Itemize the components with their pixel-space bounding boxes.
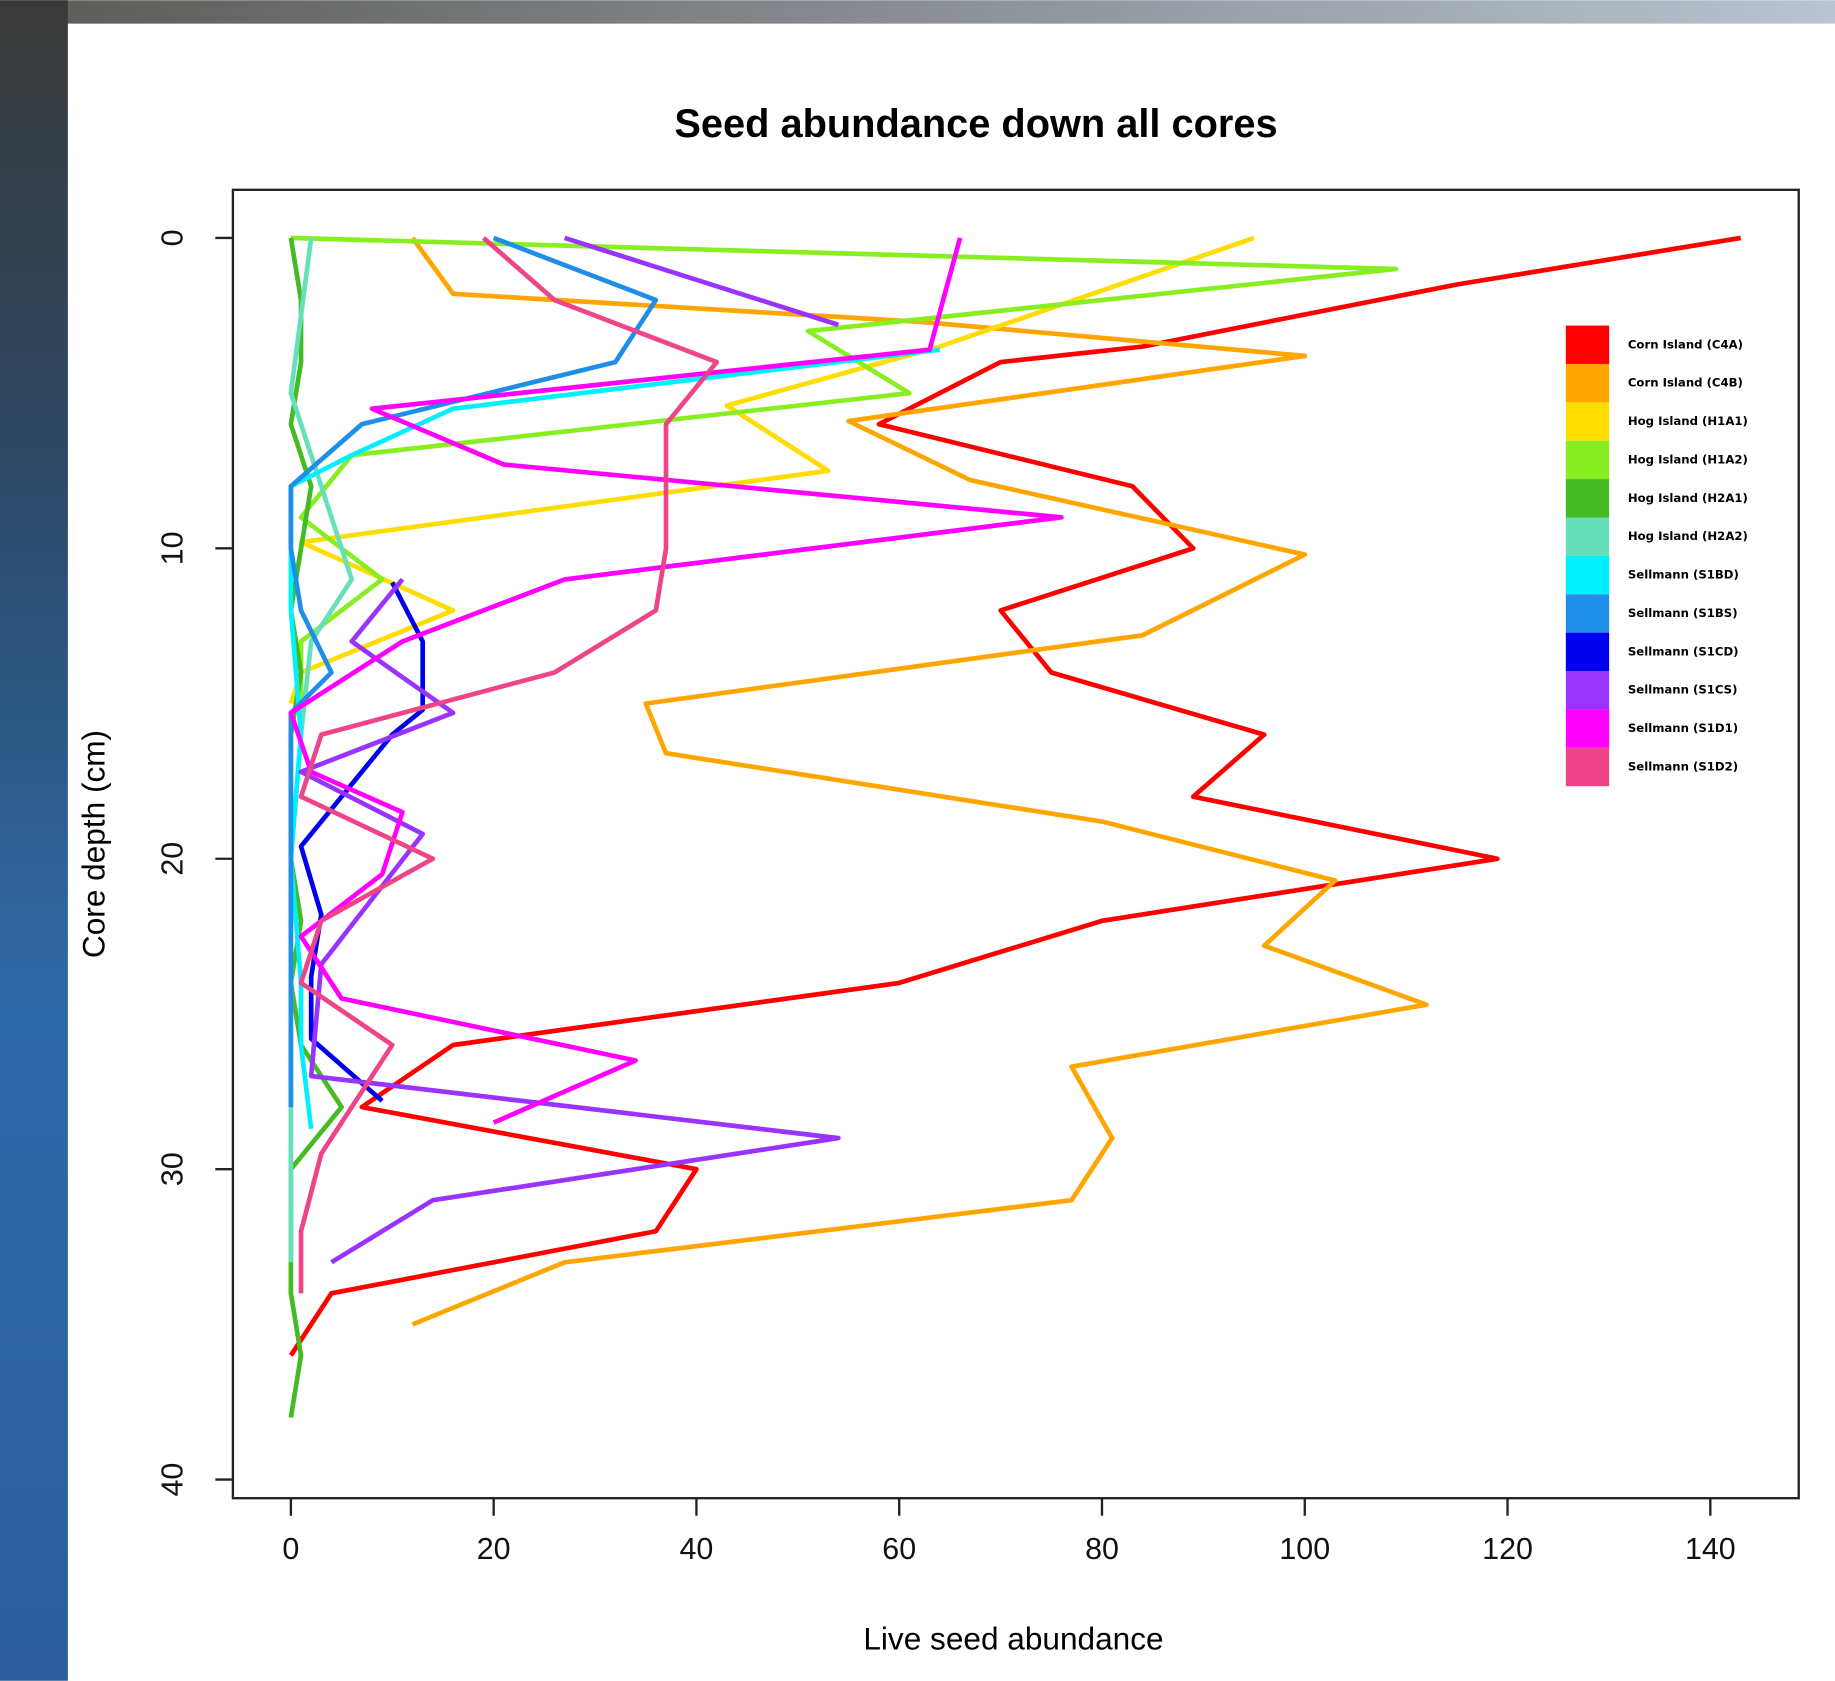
legend-label: Sellmann (S1CD)	[1628, 644, 1739, 658]
y-tick-label: 0	[155, 229, 189, 246]
legend-swatch	[1566, 326, 1609, 364]
legend-swatch	[1566, 671, 1609, 709]
x-tick-label: 0	[282, 1532, 299, 1566]
series-line	[291, 238, 1396, 704]
legend-label: Sellmann (S1BD)	[1628, 568, 1739, 582]
background-photo-top	[0, 0, 1835, 23]
y-tick-label: 10	[155, 531, 189, 565]
legend-swatch	[1566, 594, 1609, 632]
series-line	[291, 238, 1254, 704]
y-tick-label: 40	[155, 1463, 189, 1497]
chart: Seed abundance down all cores Live seed …	[0, 0, 1835, 1681]
legend-label: Sellmann (S1BS)	[1628, 606, 1738, 620]
series-line	[301, 579, 838, 1262]
legend-swatch	[1566, 364, 1609, 402]
legend-swatch	[1566, 441, 1609, 479]
y-tick-label: 30	[155, 1152, 189, 1186]
legend-label: Sellmann (S1CS)	[1628, 683, 1738, 697]
legend-label: Hog Island (H2A1)	[1628, 491, 1748, 505]
legend-label: Hog Island (H1A2)	[1628, 452, 1748, 466]
x-tick-label: 140	[1685, 1532, 1736, 1566]
chart-title: Seed abundance down all cores	[674, 102, 1277, 146]
x-tick-label: 20	[477, 1532, 511, 1566]
legend-label: Corn Island (C4A)	[1628, 337, 1743, 351]
legend-swatch	[1566, 709, 1609, 747]
x-tick-label: 100	[1279, 1532, 1330, 1566]
legend-swatch	[1566, 748, 1609, 786]
legend-swatch	[1566, 556, 1609, 594]
legend-label: Sellmann (S1D2)	[1628, 760, 1738, 774]
x-tick-label: 40	[680, 1532, 714, 1566]
series-line	[291, 238, 656, 1107]
legend-swatch	[1566, 518, 1609, 556]
legend-swatch	[1566, 402, 1609, 440]
legend-label: Corn Island (C4B)	[1628, 376, 1743, 390]
x-tick-label: 120	[1482, 1532, 1533, 1566]
y-axis-label: Core depth (cm)	[75, 730, 111, 958]
background-photo-left	[0, 0, 68, 1681]
legend-swatch	[1566, 479, 1609, 517]
legend-label: Hog Island (H1A1)	[1628, 414, 1748, 428]
y-tick-label: 20	[155, 842, 189, 876]
page: {"chart_data": { "type": "line", "title"…	[0, 0, 1835, 1681]
x-tick-label: 60	[882, 1532, 916, 1566]
legend-label: Hog Island (H2A2)	[1628, 529, 1748, 543]
x-tick-label: 80	[1085, 1532, 1119, 1566]
legend-label: Sellmann (S1D1)	[1628, 721, 1738, 735]
legend-swatch	[1566, 633, 1609, 671]
x-axis-label: Live seed abundance	[863, 1620, 1163, 1656]
